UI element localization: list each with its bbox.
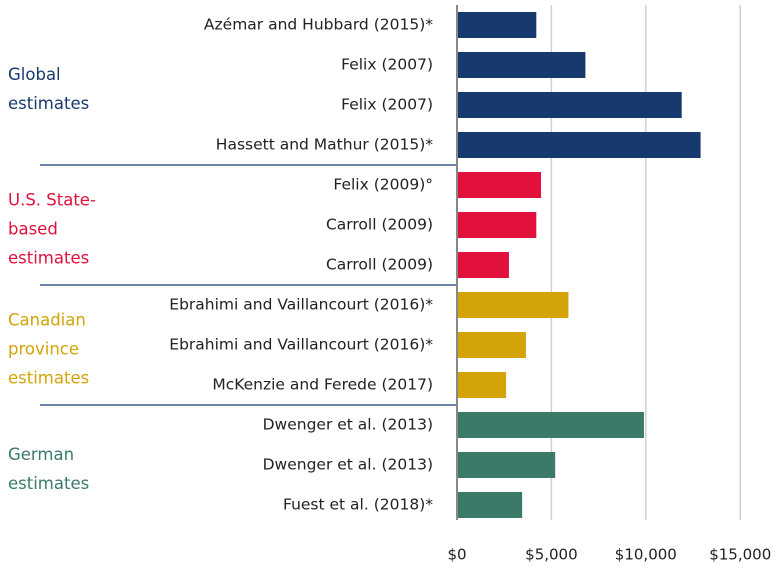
group-label: estimates	[8, 369, 89, 388]
x-tick-label: $15,000	[709, 546, 771, 564]
group-label: estimates	[8, 474, 89, 493]
category-label: Hassett and Mathur (2015)*	[216, 136, 433, 154]
group-label: Global	[8, 65, 61, 84]
bar	[457, 172, 542, 198]
x-tick-label: $10,000	[615, 546, 677, 564]
bar	[457, 92, 682, 118]
category-label: Carroll (2009)	[326, 216, 433, 234]
category-label: Dwenger et al. (2013)	[263, 456, 433, 474]
x-tick-label: $0	[447, 546, 466, 564]
category-label: McKenzie and Ferede (2017)	[212, 376, 433, 394]
bar	[457, 412, 644, 438]
category-label: Carroll (2009)	[326, 256, 433, 274]
bar	[457, 452, 556, 478]
bar	[457, 332, 526, 358]
bar	[457, 372, 507, 398]
bar	[457, 492, 523, 518]
group-label: based	[8, 220, 58, 239]
bar	[457, 12, 537, 38]
group-label: German	[8, 445, 74, 464]
category-label: Dwenger et al. (2013)	[263, 416, 433, 434]
category-label: Ebrahimi and Vaillancourt (2016)*	[169, 296, 433, 314]
group-label: estimates	[8, 249, 89, 268]
bar	[457, 132, 701, 158]
group-label: province	[8, 340, 79, 359]
bar	[457, 212, 537, 238]
category-label: Felix (2009)°	[333, 176, 433, 194]
x-tick-label: $5,000	[525, 546, 578, 564]
category-label: Felix (2007)	[341, 56, 433, 74]
group-label: Canadian	[8, 311, 86, 330]
category-label: Azémar and Hubbard (2015)*	[204, 16, 433, 34]
category-label: Ebrahimi and Vaillancourt (2016)*	[169, 336, 433, 354]
group-label: estimates	[8, 94, 89, 113]
bar	[457, 252, 509, 278]
bar	[457, 52, 586, 78]
group-label: U.S. State-	[8, 191, 96, 210]
category-label: Felix (2007)	[341, 96, 433, 114]
bar	[457, 292, 569, 318]
category-label: Fuest et al. (2018)*	[283, 496, 433, 514]
